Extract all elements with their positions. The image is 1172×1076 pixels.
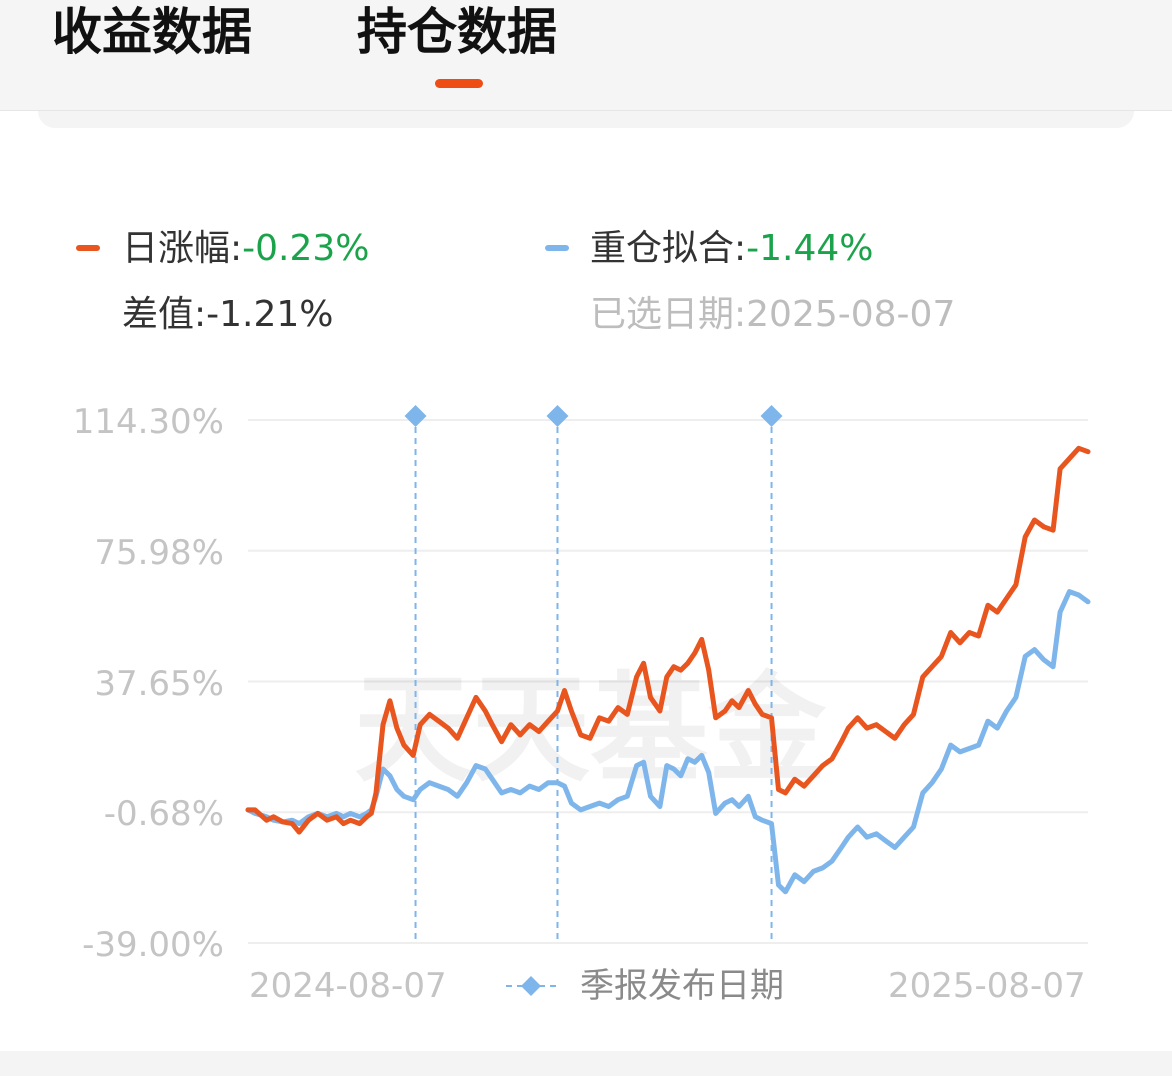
legend-selected-date-label: 已选日期: [590,294,747,335]
legend-holdings-fit-dash [545,245,569,251]
tab-earnings-data[interactable]: 收益数据 [52,3,252,61]
y-tick-label: 37.65% [94,664,224,704]
tab-holdings-data[interactable]: 持仓数据 [357,3,557,61]
legend-holdings-fit-value: -1.44% [746,228,874,269]
bottom-strip [0,1051,1172,1076]
watermark: 天天基金 [354,660,827,798]
legend-selected-date-value: 2025-08-07 [746,294,956,335]
chart-panel [0,111,1172,1051]
x-tick-label: 2025-08-07 [888,966,1086,1006]
legend-daily-change-label: 日涨幅: [122,228,243,269]
report-date-marker[interactable] [546,405,569,427]
divider [0,110,1172,111]
y-tick-label: 75.98% [94,533,224,573]
report-date-marker[interactable] [404,405,427,427]
series-line [245,445,1091,835]
legend-difference: 差值:-1.21% [122,293,334,337]
legend-daily-change-dash [76,245,100,251]
report-date-markers [404,405,783,943]
y-tick-label: -39.00% [82,925,224,965]
legend-report-date-marker [506,976,556,996]
legend-report-date-label: 季报发布日期 [580,966,784,1006]
legend-difference-value: -1.21% [206,294,334,335]
legend-holdings-fit-label: 重仓拟合: [590,228,747,269]
y-tick-label: 114.30% [72,402,224,442]
series-lines [245,445,1091,895]
report-date-marker[interactable] [760,405,783,427]
legend-holdings-fit[interactable]: 重仓拟合:-1.44% [590,227,874,271]
top-tab-bar: 收益数据 持仓数据 [0,0,1172,110]
legend-daily-change-value: -0.23% [242,228,370,269]
legend-selected-date: 已选日期:2025-08-07 [590,293,955,337]
y-tick-label: -0.68% [103,794,224,834]
active-tab-indicator [435,79,483,88]
legend-daily-change[interactable]: 日涨幅:-0.23% [122,227,370,271]
legend-difference-label: 差值: [122,294,207,335]
panel-lip [38,111,1134,128]
grid-lines [248,419,1088,944]
legend-report-date-diamond [521,976,541,996]
x-tick-label: 2024-08-07 [249,966,447,1006]
